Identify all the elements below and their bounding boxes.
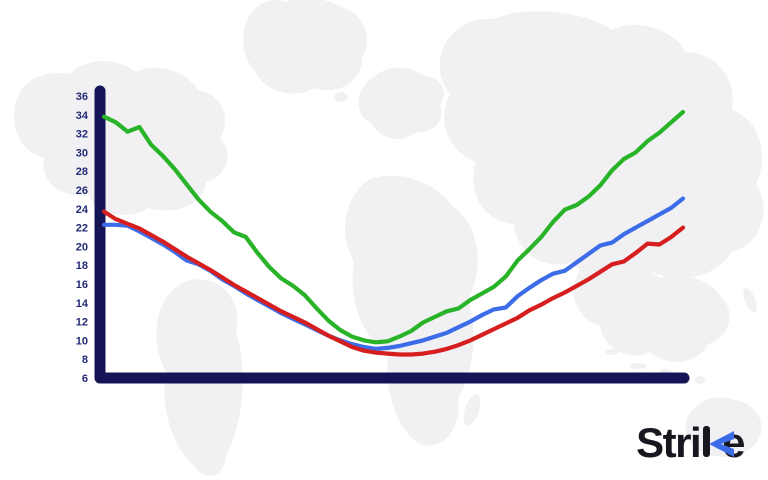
y-axis-tick-label: 6 xyxy=(82,373,88,385)
y-axis-tick-label: 16 xyxy=(76,279,88,291)
map-island xyxy=(630,363,646,369)
map-landmass-madagascar xyxy=(463,394,481,426)
y-axis: 36 34 32 30 28 26 24 22 20 18 16 14 12 10 8 6 xyxy=(76,91,89,385)
map-landmass-uk xyxy=(334,92,348,102)
y-axis-tick-label: 22 xyxy=(76,223,88,235)
map-island xyxy=(606,349,618,355)
y-axis-tick-label: 24 xyxy=(76,204,89,216)
y-axis-tick-label: 20 xyxy=(76,241,88,253)
map-island xyxy=(695,376,705,384)
y-axis-tick-label: 30 xyxy=(76,147,88,159)
y-axis-tick-label: 8 xyxy=(82,354,88,366)
y-axis-tick-label: 18 xyxy=(76,260,88,272)
chart-axes xyxy=(94,85,690,384)
y-axis-tick-label: 12 xyxy=(76,317,88,329)
series-line-green xyxy=(101,109,686,345)
y-axis-tick-label: 36 xyxy=(76,91,88,103)
map-landmass-greenland xyxy=(243,0,368,94)
world-map-background xyxy=(13,0,764,476)
y-axis-tick-label: 14 xyxy=(76,298,89,310)
map-landmass-north-america xyxy=(13,60,228,216)
series-line-red xyxy=(101,209,686,357)
strike-logo: Stri e xyxy=(636,419,745,466)
map-landmass-japan xyxy=(743,287,757,313)
y-axis-tick-label: 32 xyxy=(76,129,88,141)
y-axis-tick-label: 34 xyxy=(76,110,89,122)
y-axis-tick-label: 28 xyxy=(76,166,88,178)
logo-text-prefix: Stri xyxy=(636,419,702,466)
map-landmass-asia xyxy=(439,11,764,282)
series-layer xyxy=(101,109,686,357)
map-landmass-europe xyxy=(358,67,445,139)
logo-k-stem xyxy=(703,426,711,457)
y-axis-tick-label: 26 xyxy=(76,185,88,197)
y-axis-tick-label: 10 xyxy=(76,335,88,347)
logo-left-arrow-icon xyxy=(709,431,735,457)
line-chart: 36 34 32 30 28 26 24 22 20 18 16 14 12 10 8 6 xyxy=(76,85,690,385)
map-landmass-southeast-asia xyxy=(573,262,730,362)
